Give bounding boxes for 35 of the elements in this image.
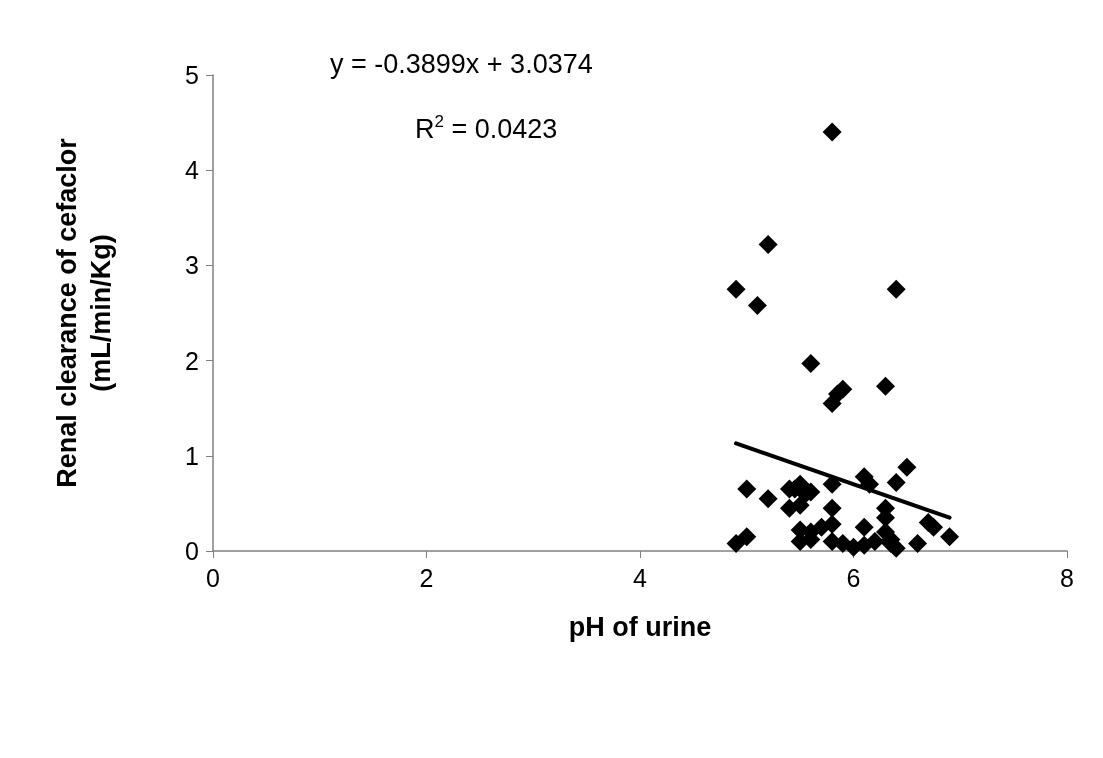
point <box>876 376 896 396</box>
point <box>758 489 778 509</box>
y-axis-title: Renal clearance of cefaclor (mL/min/Kg) <box>52 137 116 488</box>
point <box>737 527 757 547</box>
point <box>811 517 831 537</box>
x-axis-title: pH of urine <box>568 611 712 642</box>
point <box>790 495 810 515</box>
point <box>726 279 746 299</box>
point <box>726 533 746 553</box>
point <box>897 457 917 477</box>
y-tick-label: 3 <box>185 251 199 280</box>
x-tick-label: 0 <box>206 563 220 592</box>
y-tick-label: 0 <box>185 537 199 565</box>
point <box>758 234 778 254</box>
point <box>865 531 885 551</box>
point <box>886 472 906 492</box>
x-tick-label: 4 <box>633 563 648 592</box>
point <box>854 517 874 537</box>
annotation: y = -0.3899x + 3.0374 <box>330 48 593 79</box>
y-tick-label: 2 <box>185 346 199 375</box>
point <box>747 295 767 315</box>
x-tick-label: 6 <box>846 563 861 592</box>
point <box>908 533 928 553</box>
y-tick-label: 5 <box>185 61 199 89</box>
point <box>886 279 906 299</box>
point <box>737 479 757 499</box>
point <box>940 527 960 547</box>
y-tick-label: 1 <box>185 441 199 470</box>
point <box>822 498 842 518</box>
point <box>822 122 842 142</box>
x-tick-label: 8 <box>1060 563 1074 592</box>
y-tick-label: 4 <box>185 156 200 185</box>
point <box>801 353 821 373</box>
point <box>833 379 853 399</box>
x-tick-label: 2 <box>419 563 434 592</box>
